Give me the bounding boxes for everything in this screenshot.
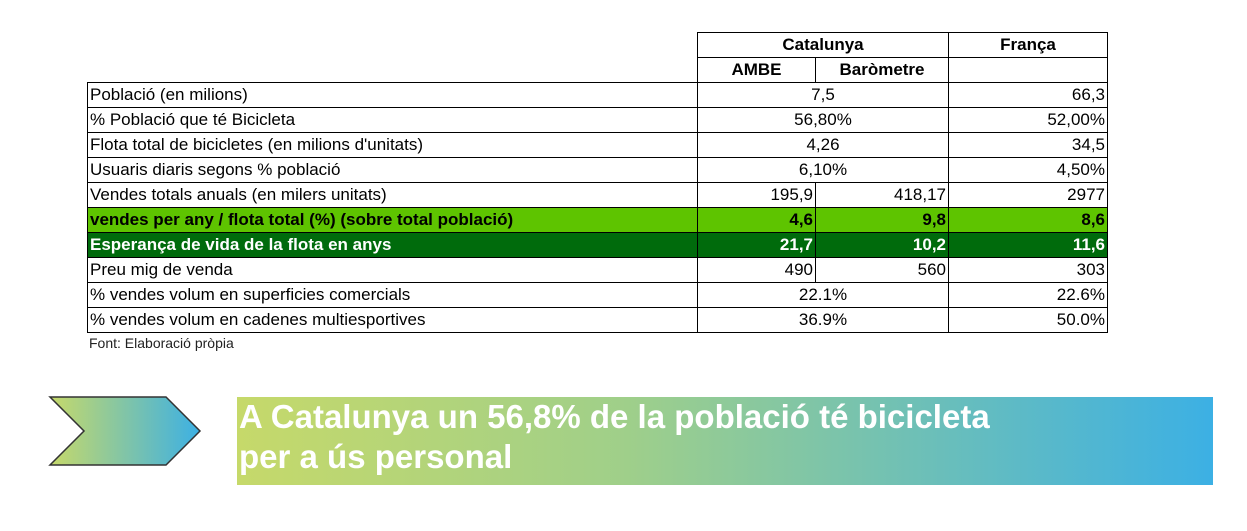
row-label: % vendes volum en cadenes multiesportive… — [87, 307, 698, 333]
table-row: % vendes volum en cadenes multiesportive… — [87, 307, 1108, 333]
value-cell: 195,9 — [697, 182, 816, 208]
value-cell: 22.6% — [948, 282, 1108, 308]
row-label: Flota total de bicicletes (en milions d'… — [87, 132, 698, 158]
row-label: Esperança de vida de la flota en anys — [87, 232, 698, 258]
table-row: Esperança de vida de la flota en anys 21,… — [87, 232, 1108, 258]
chevron — [48, 396, 202, 466]
value-cell: 10,2 — [815, 232, 949, 258]
value-cell: 4,50% — [948, 157, 1108, 183]
value-cell: 36.9% — [697, 307, 949, 333]
value-cell: 66,3 — [948, 82, 1108, 108]
value-cell: 6,10% — [697, 157, 949, 183]
row-label: Usuaris diaris segons % població — [87, 157, 698, 183]
banner-text: A Catalunya un 56,8% de la població té b… — [239, 398, 990, 435]
data-table: Catalunya França AMBE Baròmetre Població (en… — [87, 32, 1108, 333]
value-cell: 2977 — [948, 182, 1108, 208]
value-cell: 22.1% — [697, 282, 949, 308]
table-row: vendes per any / flota total (%) (sobre … — [87, 207, 1108, 233]
subheader-cell: AMBE — [697, 57, 816, 83]
row-label: % Població que té Bicicleta — [87, 107, 698, 133]
table-row: Població (en milions) 7,5 66,3 — [87, 82, 1108, 108]
blank-cell — [88, 58, 698, 83]
value-cell: 21,7 — [697, 232, 816, 258]
value-cell: 490 — [697, 257, 816, 283]
table-row: Usuaris diaris segons % població 6,10% 4,5… — [87, 157, 1108, 183]
value-cell: 7,5 — [697, 82, 949, 108]
row-label: % vendes volum en superficies comercials — [87, 282, 698, 308]
value-cell: 9,8 — [815, 207, 949, 233]
banner: A Catalunya un 56,8% de la població té b… — [237, 397, 1213, 485]
table-row: Preu mig de venda 490 560 303 — [87, 257, 1108, 283]
value-cell: 4,26 — [697, 132, 949, 158]
value-cell: 418,17 — [815, 182, 949, 208]
table-row: Flota total de bicicletes (en milions d'… — [87, 132, 1108, 158]
header-cell: Catalunya — [697, 32, 949, 58]
value-cell: 34,5 — [948, 132, 1108, 158]
source-note: Font: Elaboració pròpia — [89, 335, 234, 351]
value-cell: 560 — [815, 257, 949, 283]
blank-cell — [88, 33, 698, 58]
header-cell: França — [948, 32, 1108, 58]
row-label: Preu mig de venda — [87, 257, 698, 283]
banner-text: per a ús personal — [239, 438, 513, 475]
header-row: Catalunya França — [88, 32, 1108, 58]
table-row: % vendes volum en superficies comercials… — [87, 282, 1108, 308]
value-cell: 303 — [948, 257, 1108, 283]
row-label: Vendes totals anuals (en milers unitats) — [87, 182, 698, 208]
row-label: Població (en milions) — [87, 82, 698, 108]
subheader-cell: Baròmetre — [815, 57, 949, 83]
value-cell: 52,00% — [948, 107, 1108, 133]
value-cell: 8,6 — [948, 207, 1108, 233]
blank-cell — [948, 57, 1108, 83]
table-row: Vendes totals anuals (en milers unitats)… — [87, 182, 1108, 208]
value-cell: 11,6 — [948, 232, 1108, 258]
subheader-row: AMBE Baròmetre — [88, 57, 1108, 83]
value-cell: 4,6 — [697, 207, 816, 233]
table-row: % Població que té Bicicleta 56,80% 52,00% — [87, 107, 1108, 133]
value-cell: 56,80% — [697, 107, 949, 133]
value-cell: 50.0% — [948, 307, 1108, 333]
row-label: vendes per any / flota total (%) (sobre … — [87, 207, 698, 233]
